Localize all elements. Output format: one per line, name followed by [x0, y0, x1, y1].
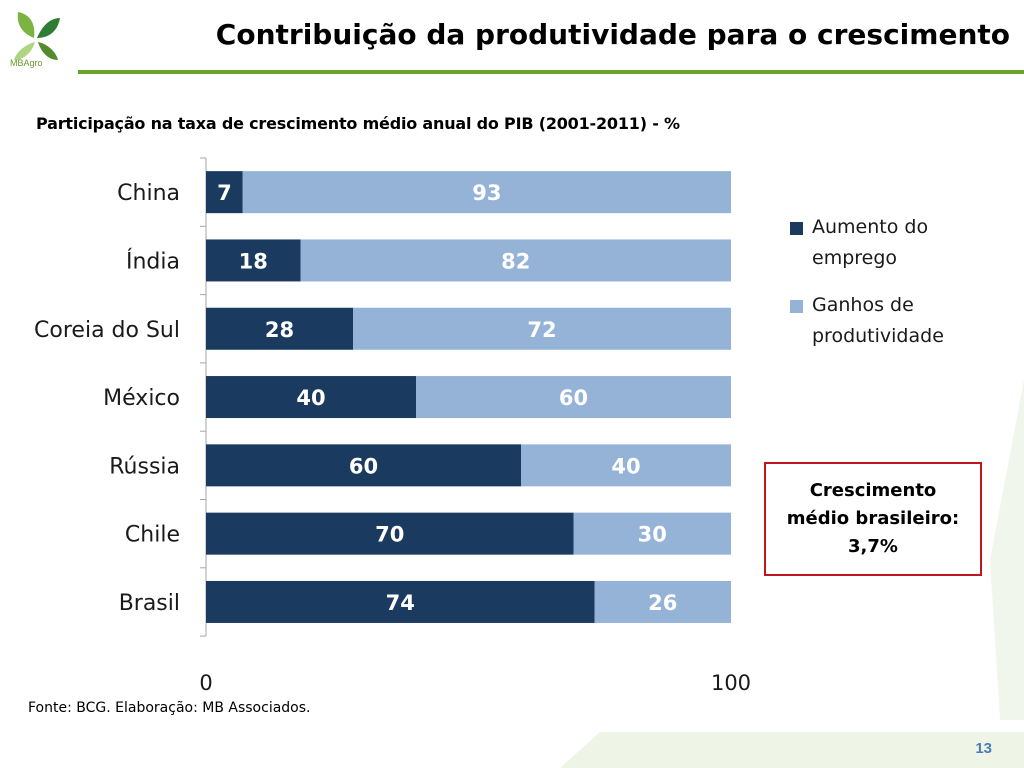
bar-productivity-brasil [594, 580, 731, 623]
legend-item-productivity: Ganhos de produtividade [790, 290, 1002, 352]
data-label-productivity-chile: 30 [638, 523, 667, 547]
category-label-chile: Chile [125, 523, 180, 548]
data-label-employment-brasil: 74 [386, 591, 415, 615]
legend-swatch-employment [790, 222, 803, 235]
data-label-productivity-china: 93 [472, 181, 501, 205]
data-label-productivity-r-ssia: 40 [611, 454, 640, 478]
bar-employment-china [206, 171, 243, 214]
data-label-employment-china: 7 [217, 181, 232, 205]
page-title: Contribuição da produtividade para o cre… [215, 18, 1010, 51]
x-tick-label: 0 [199, 671, 212, 695]
bar-productivity-china [242, 171, 731, 214]
category-label--ndia: Índia [126, 248, 180, 274]
bar-productivity-coreia-do-sul [353, 307, 731, 350]
brazil-growth-callout: Crescimento médio brasileiro: 3,7% [764, 462, 982, 576]
stacked-bar-chart: China 7 93 Índia 18 82 Coreia do Sul 28 72 México… [34, 157, 751, 695]
source-note: Fonte: BCG. Elaboração: MB Associados. [28, 700, 311, 716]
bar-employment-r-ssia [206, 444, 521, 487]
data-label-productivity--ndia: 82 [501, 249, 530, 273]
category-label-brasil: Brasil [119, 591, 180, 616]
legend-label-productivity: Ganhos de produtividade [812, 294, 944, 347]
data-label-employment-r-ssia: 60 [349, 454, 378, 478]
data-label-productivity-coreia-do-sul: 72 [527, 318, 556, 342]
bar-productivity-chile [573, 512, 731, 555]
page-number: 13 [975, 740, 992, 757]
category-label-r-ssia: Rússia [109, 454, 180, 479]
category-label-china: China [117, 181, 180, 206]
data-label-employment-m-xico: 40 [296, 386, 325, 410]
callout-line-1: Crescimento [809, 480, 937, 501]
bar-employment-m-xico [206, 376, 416, 419]
legend-swatch-productivity [790, 300, 803, 313]
data-label-productivity-m-xico: 60 [559, 386, 588, 410]
x-tick-label: 100 [711, 671, 751, 695]
category-label-coreia-do-sul: Coreia do Sul [34, 318, 180, 343]
category-label-m-xico: México [103, 386, 180, 411]
data-label-employment-coreia-do-sul: 28 [265, 318, 294, 342]
bar-productivity-r-ssia [521, 444, 731, 487]
legend-label-employment: Aumento do emprego [812, 216, 929, 269]
data-label-productivity-brasil: 26 [648, 591, 677, 615]
brand-name: MBAgro [10, 58, 43, 68]
legend-item-employment: Aumento do emprego [790, 212, 1002, 274]
data-label-employment-chile: 70 [375, 523, 404, 547]
bar-employment-brasil [206, 580, 595, 623]
title-underline [78, 70, 1024, 74]
bar-employment--ndia [206, 239, 301, 282]
callout-line-2: médio brasileiro: [786, 508, 960, 529]
data-label-employment--ndia: 18 [239, 249, 268, 273]
mbagro-logo [14, 12, 60, 60]
callout-value: 3,7% [848, 536, 898, 557]
chart-legend: Aumento do emprego Ganhos de produtivida… [790, 212, 1002, 352]
chart-title: Participação na taxa de crescimento médi… [36, 114, 680, 133]
bar-productivity-m-xico [416, 376, 731, 419]
bar-productivity--ndia [300, 239, 731, 282]
bar-employment-coreia-do-sul [206, 307, 353, 350]
bar-employment-chile [206, 512, 574, 555]
